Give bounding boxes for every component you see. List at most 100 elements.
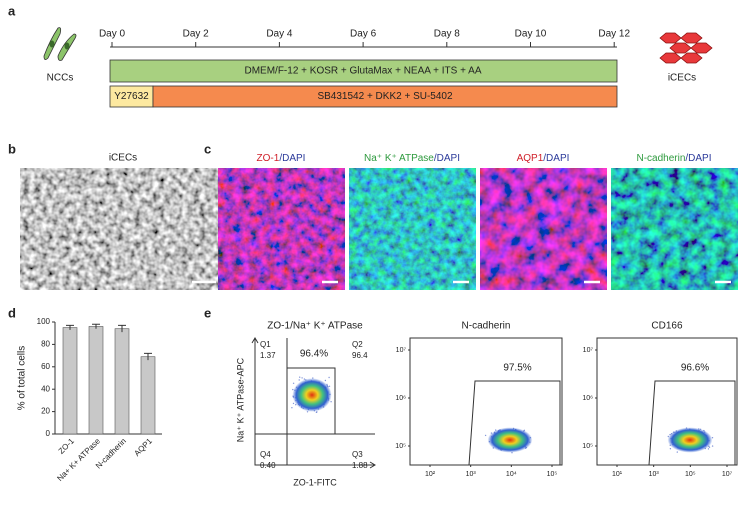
event-dot [298,379,300,381]
x-tick-label: 10⁴ [506,471,517,478]
gate-percent: 96.4% [300,349,328,360]
fluorescence-image [218,168,345,290]
day-label: Day 2 [183,29,210,40]
phase-image [20,168,226,290]
day-label: Day 10 [515,29,547,40]
cell-label: iCECs [668,73,696,84]
stain-marker: N-cadherin [636,153,685,164]
factors-text: SB431542 + DKK2 + SU-5402 [317,91,453,102]
gate [286,367,336,435]
event-dot [301,377,303,379]
event-dot [292,388,294,391]
quadrant-name: Q3 [352,450,363,459]
x-tick-label: 10⁵ [547,471,558,478]
panel-title: iCECs [109,153,137,164]
quadrant-value: 1.37 [260,351,276,360]
density-core [487,427,533,453]
x-axis-label: ZO-1-FITC [293,477,337,487]
y-tick-label: 0 [46,429,51,438]
quadrant-name: Q4 [260,450,271,459]
stain-title: Na⁺ K⁺ ATPase/DAPI [364,153,460,164]
event-dot [292,382,295,384]
density-core [292,378,332,412]
stain-counter: /DAPI [543,153,569,164]
panel-label: e [204,305,211,320]
event-dot [669,448,672,450]
plot-title: N-cadherin [462,321,511,332]
quadrant-name: Q1 [260,340,271,349]
event-dot [292,402,295,405]
stain-title: N-cadherin/DAPI [636,153,711,164]
quadrant-value: 1.88 [352,461,368,470]
factors-bar [152,85,618,108]
bar [140,356,156,435]
stain-marker: Na⁺ K⁺ ATPase [364,153,434,164]
stain-counter: /DAPI [434,153,460,164]
event-dot [330,401,332,403]
y-axis-label: % of total cells [17,346,28,410]
y-axis-label: Na⁺ K⁺ ATPase-APC [235,357,245,442]
y-tick-label: 40 [41,384,50,393]
event-dot [306,411,309,413]
quadrant-value: 96.4 [352,351,368,360]
medium-text: DMEM/F-12 + KOSR + GlutaMax + NEAA + ITS… [244,66,481,77]
gate-percent: 97.5% [503,363,531,374]
bar [62,327,78,435]
stain-counter: /DAPI [279,153,305,164]
panel-label: c [204,141,211,156]
x-tick-label: 10¹ [612,471,623,478]
event-dot [324,379,327,382]
y-tick-label: 10⁶ [582,395,593,402]
day-label: Day 0 [99,29,126,40]
stain-marker: ZO-1 [257,153,280,164]
bar [88,326,104,435]
fluorescence-image [349,168,476,290]
plot-title: ZO-1/Na⁺ K⁺ ATPase [267,321,363,332]
gate [468,380,561,466]
event-dot [707,448,710,450]
x-tick-label: ZO-1 [57,436,77,456]
axis-arrows [251,337,376,469]
y-tick-label: 10⁵ [582,443,593,450]
stain-counter: /DAPI [685,153,711,164]
event-dot [708,446,711,448]
panel-label: d [8,305,16,320]
y-tick-label: 10⁶ [395,395,406,402]
event-dot [711,445,714,447]
y-tick-label: 10⁷ [396,347,407,354]
bar [114,328,130,435]
day-label: Day 12 [598,29,630,40]
day-label: Day 6 [350,29,377,40]
x-tick-label: 10² [425,471,436,478]
event-dot [484,434,487,437]
ncc-icon [43,27,77,61]
early-factor-text: Y27632 [114,91,149,102]
panel-label: a [8,3,16,18]
x-tick-label: 10⁵ [685,471,696,478]
event-dot [299,376,301,378]
event-dot [711,437,714,439]
stain-marker: AQP1 [517,153,544,164]
day-label: Day 8 [434,29,461,40]
y-tick-label: 10⁵ [395,443,406,450]
plot-title: CD166 [651,321,683,332]
gate [648,380,736,466]
x-tick-label: 10³ [649,471,660,478]
event-dot [315,411,318,413]
plot-frame [596,337,738,466]
y-tick-label: 10⁷ [583,347,594,354]
gate-percent: 96.6% [681,363,709,374]
day-label: Day 4 [266,29,293,40]
x-tick-label: 10⁷ [722,471,733,478]
medium-bar [109,59,618,83]
y-tick-label: 20 [41,407,50,416]
event-dot [291,407,293,409]
icec-icon [659,32,713,64]
stain-title: ZO-1/DAPI [257,153,306,164]
y-tick-label: 60 [41,362,50,371]
event-dot [328,376,330,379]
quadrant-name: Q2 [352,340,363,349]
x-tick-label: 10³ [466,471,477,478]
y-tick-label: 80 [41,340,50,349]
fluorescence-image [480,168,607,290]
